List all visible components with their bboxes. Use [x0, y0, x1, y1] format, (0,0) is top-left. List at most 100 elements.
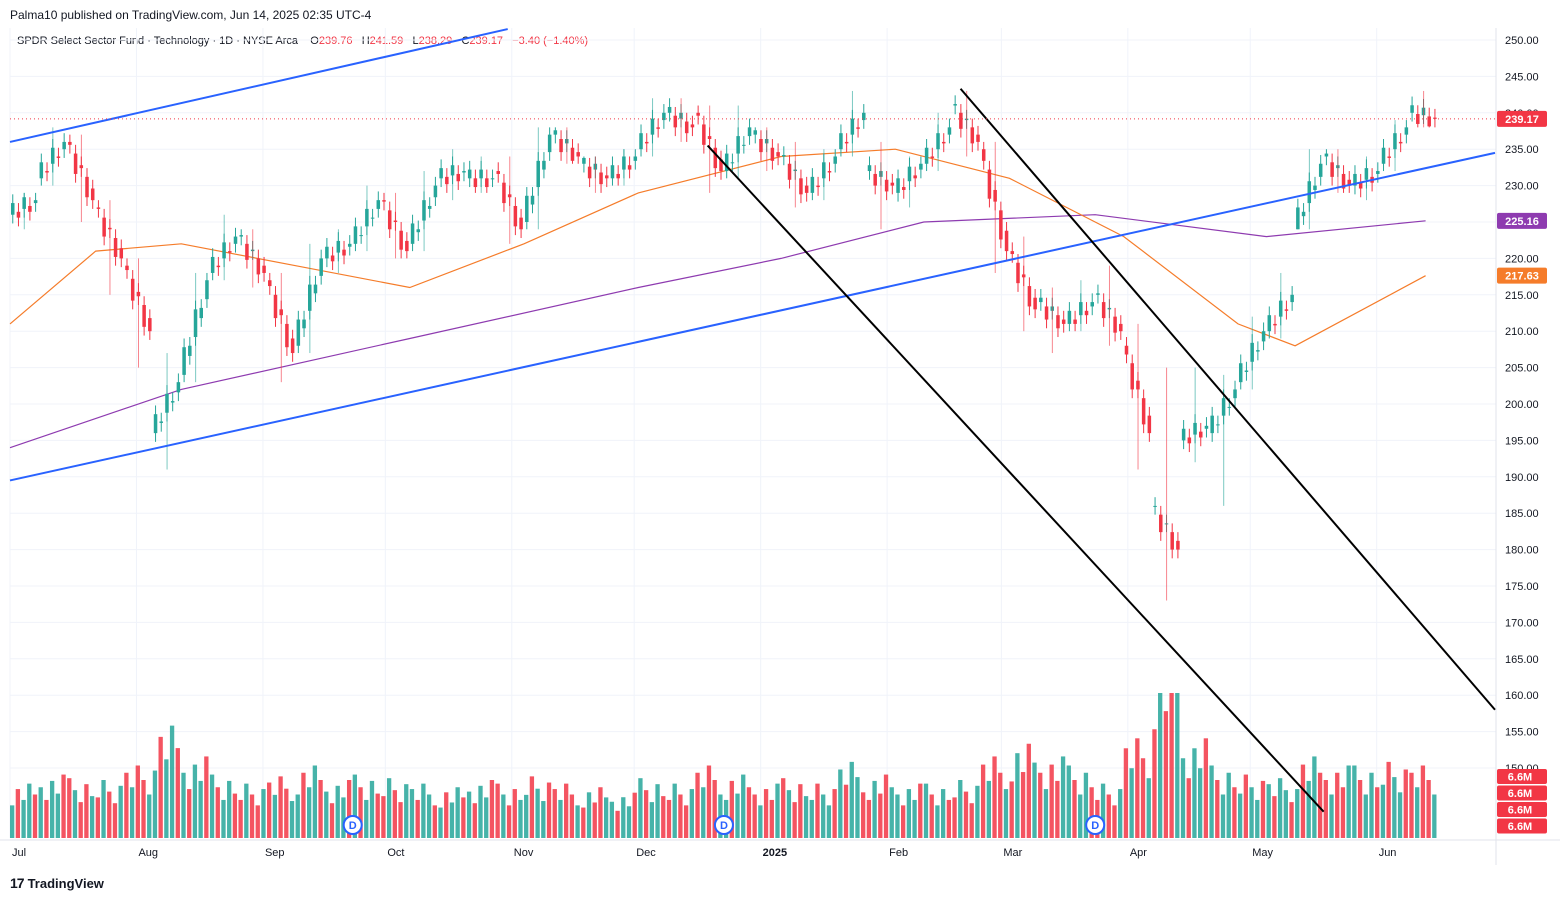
volume-bar: [986, 780, 991, 838]
candle-body: [1284, 309, 1289, 311]
candle-body: [1261, 331, 1266, 342]
candle-body: [810, 176, 815, 193]
volume-bar: [84, 784, 89, 838]
candle-body: [582, 157, 586, 164]
candle-body: [747, 127, 752, 137]
candle-body: [382, 200, 386, 202]
candle-body: [542, 160, 546, 170]
volume-bar: [301, 772, 306, 838]
price-badge: [1497, 110, 1547, 127]
candle-body: [96, 207, 101, 209]
volume-bar: [38, 787, 43, 838]
candle-body: [616, 173, 620, 179]
volume-bar: [478, 785, 483, 838]
volume-bar: [455, 787, 460, 838]
volume-bar: [141, 780, 146, 838]
volume-bar: [1369, 772, 1374, 838]
dividend-marker[interactable]: [342, 815, 363, 835]
volume-bar: [649, 802, 655, 838]
volume-bar: [346, 780, 352, 838]
candle-body: [999, 210, 1003, 240]
volume-bar: [701, 787, 706, 838]
x-tick-label: Apr: [1130, 847, 1147, 859]
candle-body: [1358, 182, 1363, 189]
volume-bar: [741, 774, 746, 838]
volume-bar: [1112, 805, 1117, 838]
volume-badge: [1497, 769, 1547, 784]
candle-body: [553, 130, 558, 135]
candle-body: [987, 169, 992, 199]
volume-bar: [855, 777, 860, 838]
candle-body: [1124, 345, 1129, 355]
volume-bar: [792, 802, 797, 838]
candle-body: [262, 265, 266, 273]
volume-bar: [712, 780, 717, 838]
candle-body: [268, 280, 272, 287]
volume-bar: [786, 790, 792, 838]
candle-body: [182, 347, 186, 375]
dividend-marker[interactable]: [1085, 815, 1106, 835]
candle-body: [610, 165, 615, 179]
volume-bar: [1209, 765, 1214, 838]
volume-bar: [861, 792, 866, 838]
y-tick-label: 160.00: [1505, 690, 1539, 702]
dividend-marker[interactable]: [713, 815, 734, 835]
candle-body: [884, 179, 889, 192]
volume-bar: [1072, 780, 1077, 838]
candle-body: [1416, 114, 1420, 124]
y-tick-label: 190.00: [1505, 472, 1539, 484]
candle-body: [690, 124, 695, 128]
y-tick-label: 205.00: [1505, 363, 1539, 375]
volume-bar: [883, 774, 889, 838]
candle-body: [1387, 156, 1391, 158]
volume-bar: [843, 784, 849, 838]
volume-bar: [1140, 758, 1146, 838]
candle-body: [456, 173, 461, 182]
high-label: H: [361, 35, 370, 47]
volume-bar: [1106, 794, 1111, 838]
candle-body: [890, 182, 895, 186]
candle-body: [1227, 406, 1232, 408]
candle-body: [547, 134, 552, 153]
candle-body: [1267, 315, 1272, 332]
volume-bar: [1055, 780, 1060, 838]
volume-bar: [364, 799, 369, 838]
dividend-marker-label: D: [720, 820, 728, 832]
candle-body: [1410, 105, 1414, 113]
candle-body: [833, 156, 837, 164]
volume-bar: [769, 799, 774, 838]
low-label: L: [412, 35, 419, 47]
candle-body: [1216, 424, 1220, 426]
volume-bar: [284, 788, 289, 838]
y-tick-label: 245.00: [1505, 71, 1539, 83]
candle-body: [570, 147, 575, 161]
candle-body: [799, 178, 803, 195]
candle-body: [724, 153, 729, 172]
volume-bar: [341, 797, 346, 838]
volume-bar: [958, 780, 963, 838]
candle-body: [1101, 302, 1106, 319]
volume-bar: [952, 797, 957, 838]
candle-body: [947, 127, 952, 135]
candle-body: [1096, 293, 1100, 295]
x-tick-label: Mar: [1003, 847, 1022, 859]
candle-body: [439, 168, 443, 179]
candle-body: [1113, 316, 1117, 333]
candle-body: [233, 236, 238, 244]
volume-bar: [803, 796, 809, 838]
volume-bar: [318, 780, 323, 838]
volume-bar: [1335, 772, 1340, 838]
candle-body: [844, 141, 849, 144]
volume-bar: [1346, 765, 1351, 838]
candle-body: [330, 255, 335, 262]
candle-body: [730, 162, 735, 164]
volume-bar: [946, 799, 952, 838]
volume-bar: [546, 782, 552, 838]
volume-bar: [1226, 772, 1231, 838]
candle-body: [639, 133, 643, 150]
candle-body: [576, 152, 580, 157]
volume-bar: [809, 799, 814, 838]
volume-bar: [1249, 787, 1254, 838]
volume-bar: [1215, 780, 1220, 838]
